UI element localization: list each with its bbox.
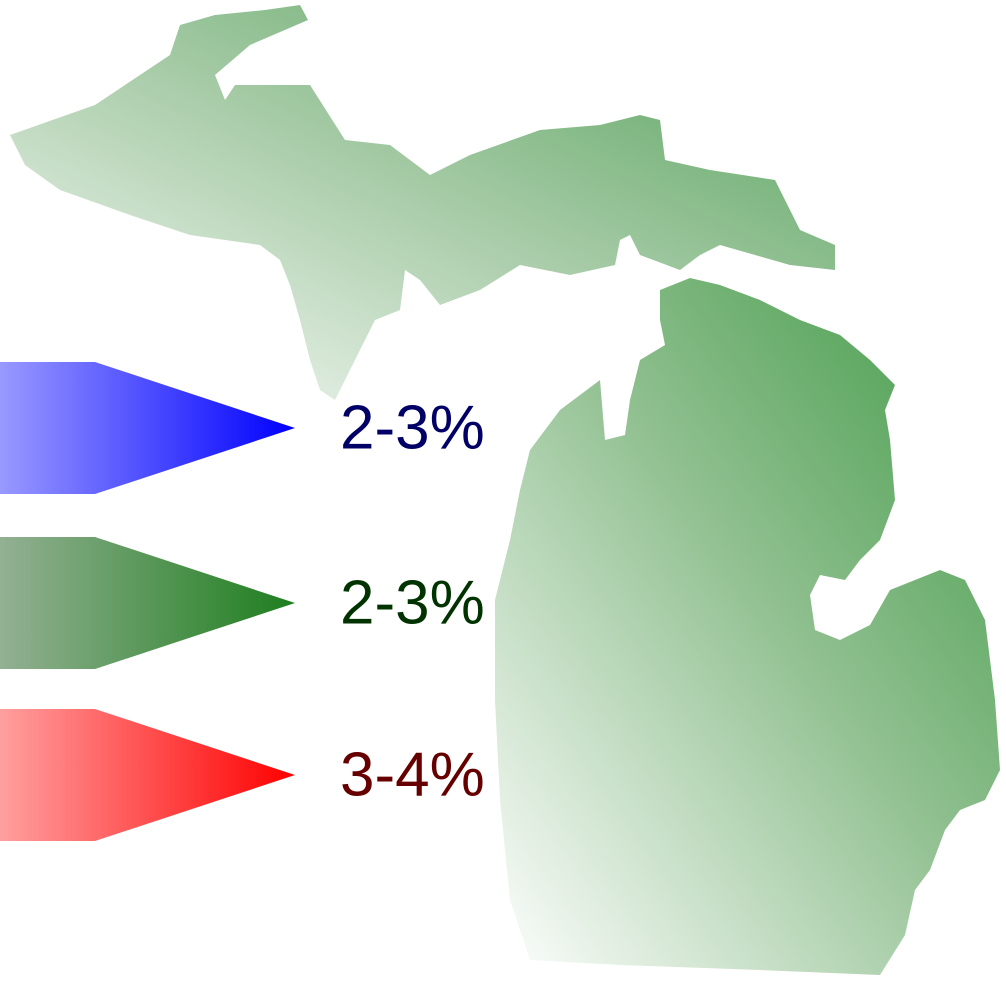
lower-peninsula [495,278,1000,975]
upper-peninsula [10,5,835,400]
arrow-green [0,537,295,669]
arrow-blue [0,362,295,494]
arrow-red [0,709,295,841]
label: 2-3% [340,568,485,637]
label: 2-3% [340,393,485,462]
label: 3-4% [340,740,485,809]
